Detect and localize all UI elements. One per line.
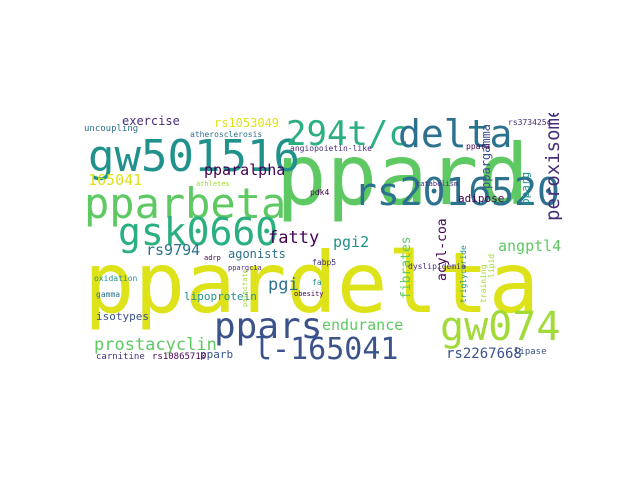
word-oxidation: oxidation (94, 274, 138, 283)
word-endurance: endurance (322, 316, 404, 334)
word-rs9794: rs9794 (146, 241, 201, 259)
word-triglyceride: triglyceride (459, 245, 468, 303)
word-angiopoietin-like: angiopoietin-like (290, 144, 372, 153)
word-rs10865710: rs10865710 (152, 352, 207, 362)
word-fa: fa (312, 278, 322, 287)
word-gamma: gamma (96, 290, 121, 299)
word-cloud: ppardelta ppard gw501516 pparbeta 294t/c… (78, 113, 562, 369)
word-palmitate: palmitate (241, 269, 249, 307)
word-gw0742: gw0742 (440, 304, 562, 350)
word-rs2267668: rs2267668 (446, 346, 522, 362)
word-adrp: adrp (204, 254, 221, 262)
word-exercise: exercise (122, 114, 180, 128)
word-atherosclerosis: atherosclerosis (190, 130, 263, 139)
word-ppargamma: ppargamma (479, 123, 493, 189)
word-gsk0660: gsk0660 (118, 210, 279, 254)
word-pparbeta: pparbeta (84, 179, 287, 228)
word-peroxisome: peroxisome (542, 113, 562, 221)
word-uncoupling: uncoupling (84, 124, 139, 134)
word-athletes: athletes (196, 180, 230, 188)
word-isotypes: isotypes (96, 310, 149, 323)
word-pgi2: pgi2 (333, 233, 370, 251)
word-ppargc1a: ppargc1a (228, 264, 262, 272)
word-lipid: lipid (487, 253, 496, 278)
word-delta: delta (398, 113, 513, 156)
word-165041: 165041 (88, 171, 143, 189)
word-l-165041: l-165041 (254, 332, 399, 367)
word-pgi: pgi (268, 275, 299, 295)
word-rs3734254: rs3734254 (508, 118, 552, 127)
word-prostacyclin: prostacyclin (94, 335, 217, 355)
word-pparb: pparb (200, 348, 234, 361)
word-lipase: lipase (514, 347, 547, 357)
word-acyl-coa: acyl-coa (435, 218, 450, 281)
word-adipose: adipose (458, 192, 505, 205)
word-carnitine: carnitine (96, 352, 145, 362)
word-obesity: obesity (294, 290, 324, 298)
word-rs2016520: rs2016520 (354, 170, 560, 214)
word-gw501516: gw501516 (88, 131, 300, 182)
word-ppardelta: ppardelta (84, 234, 540, 332)
word-ppard: ppard (276, 126, 529, 224)
word-fatty: fatty (268, 228, 320, 248)
word-agonists: agonists (228, 247, 286, 261)
word-dyslipidemia: dyslipidemia (408, 262, 466, 271)
word-angptl4: angptl4 (498, 237, 562, 255)
word-ppars: ppars (214, 306, 323, 347)
word-pdk4: pdk4 (310, 188, 330, 197)
word-pparg: pparg (519, 171, 532, 205)
word-fabp5: fabp5 (312, 258, 337, 267)
word-294t-c: 294t/c (286, 114, 409, 154)
word-pparalpha: pparalpha (204, 161, 286, 179)
word-lipoprotein: lipoprotein (184, 290, 257, 303)
word-catabolism: catabolism (416, 180, 459, 188)
word-rs1053049: rs1053049 (214, 116, 280, 130)
word-ppara: ppara (466, 142, 491, 151)
